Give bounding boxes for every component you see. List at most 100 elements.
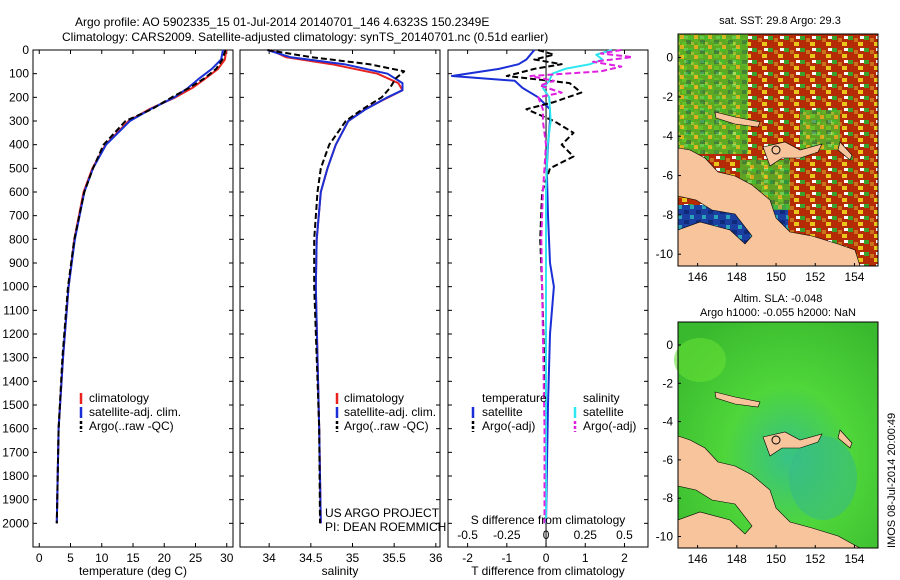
map-y-tick-label: -2 xyxy=(662,376,673,390)
depth-tick-label: 1600 xyxy=(2,422,29,436)
series-line-argo-raw-qc xyxy=(267,49,406,524)
temperature-series xyxy=(55,49,228,524)
depth-tick-label: 0 xyxy=(22,43,29,57)
map-y-tick-label: -8 xyxy=(662,491,673,505)
depth-tick-label: 300 xyxy=(9,114,29,128)
depth-tick-label: 1000 xyxy=(2,280,29,294)
x-tick-label: 34.5 xyxy=(299,551,323,565)
salinity-series xyxy=(267,49,406,524)
sla-land-newireland xyxy=(714,391,761,408)
s-tick-label: -0.25 xyxy=(493,528,521,542)
series-line-temperature-satellite xyxy=(450,49,555,524)
sst-mid-patch xyxy=(800,110,840,150)
header-line2: Climatology: CARS2009. Satellite-adjuste… xyxy=(62,30,548,44)
sst-land-png xyxy=(677,147,861,267)
x-tick-label: 10 xyxy=(95,551,109,565)
sla-land-newbritain xyxy=(762,431,823,457)
sst-land-newireland xyxy=(714,111,761,128)
temperature-legend: climatology satellite-adj. clim. Argo(..… xyxy=(79,391,181,433)
sst-map-title: sat. SST: 29.8 Argo: 29.3 xyxy=(719,15,841,27)
sla-high-eddy xyxy=(674,338,726,382)
depth-tick-label: 1400 xyxy=(2,374,29,388)
map-y-tick-label: -8 xyxy=(662,208,673,222)
map-y-tick-label: -10 xyxy=(656,247,674,261)
temperature-chart: 0100200300400500600700800900100011001200… xyxy=(2,43,648,578)
sst-x-axis: 146 148 150 152 154 xyxy=(688,263,865,284)
x-tick-label: -2 xyxy=(462,551,473,565)
legend-t-satellite: satellite xyxy=(482,405,523,419)
difference-series xyxy=(450,49,634,547)
legend-climatology: climatology xyxy=(89,391,149,405)
salinity-legend: climatology satellite-adj. clim. Argo(..… xyxy=(335,391,436,433)
s-tick-label: 0.25 xyxy=(574,528,598,542)
depth-tick-label: 1700 xyxy=(2,445,29,459)
sla-y-axis: 0 -2 -4 -6 -8 -10 xyxy=(656,338,681,544)
map-x-tick-label: 150 xyxy=(766,552,786,566)
s-difference-xlabel: S difference from climatology xyxy=(471,513,626,527)
t-difference-xlabel: T difference from climatology xyxy=(471,564,625,578)
imos-timestamp: IMOS 08-Jul-2014 20:00:49 xyxy=(886,413,898,548)
map-x-tick-label: 146 xyxy=(688,552,708,566)
x-tick-label: 25 xyxy=(189,551,203,565)
series-line-satellite-adj-clim xyxy=(55,49,224,524)
map-y-tick-label: 0 xyxy=(666,338,673,352)
x-tick-label: 36 xyxy=(429,551,443,565)
difference-plot-frame xyxy=(447,49,649,548)
map-y-tick-label: -4 xyxy=(662,415,673,429)
depth-tick-label: 600 xyxy=(9,185,29,199)
depth-tick-label: 400 xyxy=(9,138,29,152)
map-y-tick-label: -6 xyxy=(662,453,673,467)
sst-argo-marker xyxy=(771,145,781,155)
sla-argo-marker xyxy=(771,435,781,445)
x-tick-label: -1 xyxy=(501,551,512,565)
map-y-tick-label: -10 xyxy=(656,530,674,544)
depth-tick-label: 2000 xyxy=(2,516,29,530)
depth-tick-label: 700 xyxy=(9,209,29,223)
series-line-salinity-argo-adj xyxy=(529,49,634,524)
x-tick-label: 15 xyxy=(126,551,140,565)
depth-tick-label: 800 xyxy=(9,232,29,246)
x-tick-label: 20 xyxy=(158,551,172,565)
map-x-tick-label: 148 xyxy=(727,270,747,284)
difference-legend: temperature salinity satellite Argo(-adj… xyxy=(471,391,636,433)
sla-low-eddy xyxy=(789,436,857,520)
map-y-tick-label: 0 xyxy=(666,51,673,65)
salinity-chart: 34 34.5 35 35.5 36 climatology satellite-adj… xyxy=(239,49,446,578)
legend-salinity-header: salinity xyxy=(583,391,620,405)
temperature-xlabel: temperature (deg C) xyxy=(79,564,187,578)
legend-s-argo: Argo(-adj) xyxy=(583,419,636,433)
depth-tick-label: 500 xyxy=(9,161,29,175)
legend-s-satellite: satellite xyxy=(583,405,624,419)
s-tick-label: -0.5 xyxy=(457,528,478,542)
x-tick-label: 5 xyxy=(67,551,74,565)
depth-tick-label: 200 xyxy=(9,90,29,104)
map-x-tick-label: 148 xyxy=(727,552,747,566)
legend-climatology: climatology xyxy=(344,391,404,405)
x-tick-label: 2 xyxy=(621,551,628,565)
sst-y-axis: 0 -2 -4 -6 -8 -10 xyxy=(656,51,681,261)
sla-title2: Argo h1000: -0.055 h2000: NaN xyxy=(700,307,856,319)
depth-tick-label: 1900 xyxy=(2,493,29,507)
x-tick-label: 30 xyxy=(220,551,234,565)
map-y-tick-label: -6 xyxy=(662,169,673,183)
map-x-tick-label: 154 xyxy=(844,552,864,566)
s-tick-label: 0.5 xyxy=(616,528,633,542)
legend-temperature-header: temperature xyxy=(482,391,547,405)
series-line-temperature-argo-adj xyxy=(505,49,583,524)
x-tick-label: 0 xyxy=(36,551,43,565)
sla-title1: Altim. SLA: -0.048 xyxy=(734,293,823,305)
x-tick-label: 35 xyxy=(346,551,360,565)
series-line-climatology xyxy=(55,49,228,524)
map-y-tick-label: -2 xyxy=(662,90,673,104)
depth-tick-label: 1300 xyxy=(2,351,29,365)
sla-map: Altim. SLA: -0.048 Argo h1000: -0.055 h2… xyxy=(656,293,879,566)
legend-argo: Argo(..raw -QC) xyxy=(344,419,429,433)
legend-satellite-adj: satellite-adj. clim. xyxy=(89,405,181,419)
s-difference-x-axis: -0.5-0.2500.250.5 xyxy=(457,528,633,542)
x-tick-label: 35.5 xyxy=(382,551,406,565)
series-line-satellite-adj-clim xyxy=(267,49,404,524)
sst-map-frame xyxy=(677,33,879,267)
depth-axis: 0 100 200 300 400 500 600 700 800 900 1000 1100 1200… xyxy=(2,43,648,530)
